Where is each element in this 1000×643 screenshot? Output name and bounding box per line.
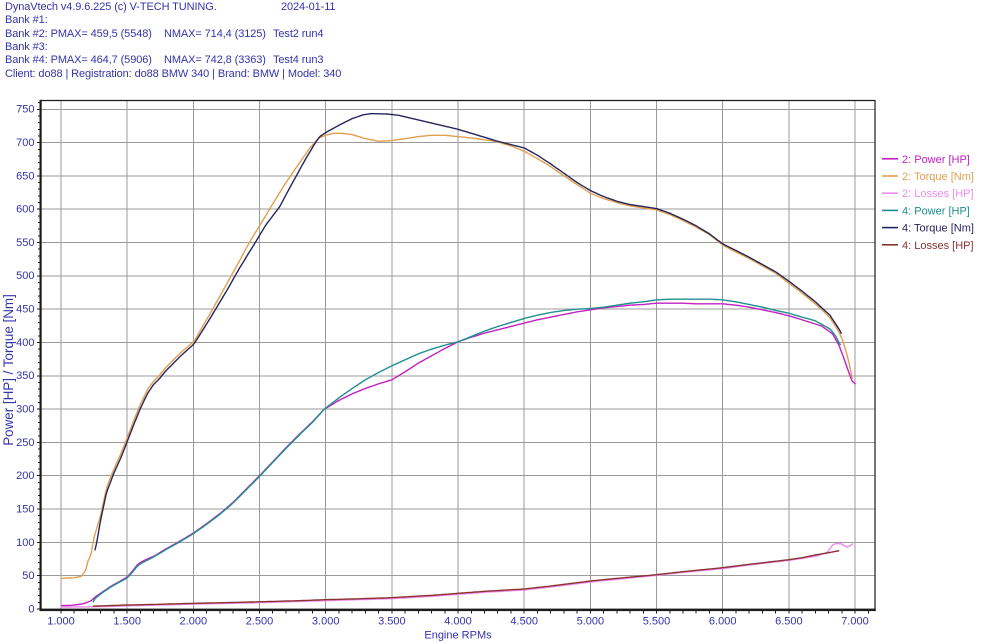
svg-text:300: 300: [16, 404, 34, 416]
svg-text:3.500: 3.500: [378, 616, 406, 628]
svg-text:5.500: 5.500: [643, 616, 671, 628]
svg-text:50: 50: [22, 570, 34, 582]
svg-text:650: 650: [16, 170, 34, 182]
svg-text:Engine RPMs: Engine RPMs: [424, 630, 492, 642]
svg-text:400: 400: [16, 337, 34, 349]
svg-text:6.500: 6.500: [775, 616, 803, 628]
svg-text:4: Power [HP]: 4: Power [HP]: [902, 205, 970, 217]
svg-text:550: 550: [16, 237, 34, 249]
svg-text:1.500: 1.500: [113, 616, 141, 628]
svg-text:4.000: 4.000: [444, 616, 472, 628]
svg-text:750: 750: [16, 104, 34, 116]
svg-text:3.000: 3.000: [312, 616, 340, 628]
svg-text:100: 100: [16, 537, 34, 549]
svg-text:700: 700: [16, 137, 34, 149]
svg-text:350: 350: [16, 370, 34, 382]
svg-text:200: 200: [16, 470, 34, 482]
svg-text:Power [HP] / Torque [Nm]: Power [HP] / Torque [Nm]: [1, 294, 16, 446]
svg-text:500: 500: [16, 270, 34, 282]
svg-text:5.000: 5.000: [577, 616, 605, 628]
svg-text:2.500: 2.500: [246, 616, 274, 628]
svg-text:6.000: 6.000: [709, 616, 737, 628]
svg-text:2: Torque [Nm]: 2: Torque [Nm]: [902, 171, 974, 183]
svg-text:7.000: 7.000: [841, 616, 869, 628]
svg-text:250: 250: [16, 437, 34, 449]
svg-text:4.500: 4.500: [510, 616, 538, 628]
svg-text:600: 600: [16, 204, 34, 216]
svg-text:2: Losses [HP]: 2: Losses [HP]: [902, 188, 974, 200]
svg-text:1.000: 1.000: [47, 616, 75, 628]
svg-text:4: Losses [HP]: 4: Losses [HP]: [902, 240, 974, 252]
svg-text:2.000: 2.000: [180, 616, 208, 628]
svg-text:2: Power [HP]: 2: Power [HP]: [902, 154, 970, 166]
svg-text:450: 450: [16, 304, 34, 316]
svg-text:0: 0: [28, 603, 34, 615]
svg-text:150: 150: [16, 504, 34, 516]
svg-text:4: Torque [Nm]: 4: Torque [Nm]: [902, 223, 974, 235]
